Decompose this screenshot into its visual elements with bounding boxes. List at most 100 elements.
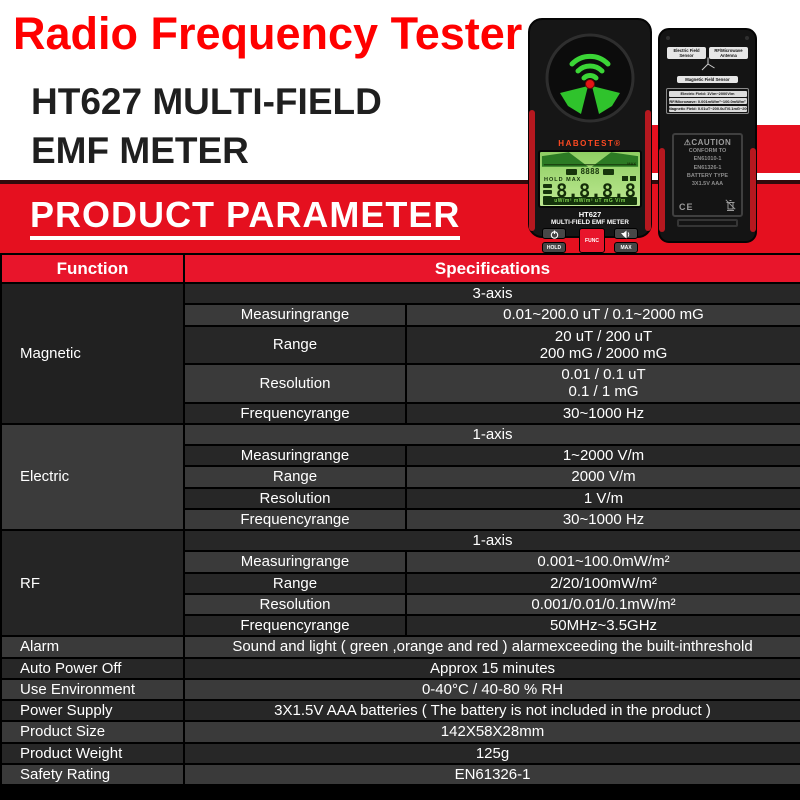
- rf-antenna-label: RF/Microwave Antenna: [709, 47, 748, 60]
- table-row: Product Weight 125g: [0, 741, 800, 765]
- col-header-function: Function: [0, 253, 185, 284]
- table-row: Frequencyrange 30~1000 Hz: [1, 401, 800, 425]
- table-row: Resolution 1 V/m: [1, 486, 800, 510]
- ce-mark: CE: [679, 202, 694, 212]
- battery-door-slot: [677, 219, 738, 227]
- wifi-icon: [569, 53, 611, 81]
- table-row: Measuringrange 1~2000 V/m: [1, 443, 800, 468]
- button-panel: FUNC HOLD MAX: [540, 228, 640, 256]
- caution-line: EN61010-1: [693, 156, 722, 163]
- spec-table-wrap: Function Specifications Magnetic 3-axis …: [0, 253, 800, 800]
- param-cell: Measuringrange: [183, 303, 407, 327]
- signal-fan-graphics: [541, 152, 639, 167]
- param-cell: Frequencyrange: [183, 613, 407, 638]
- table-row: Power Supply 3X1.5V AAA batteries ( The …: [0, 698, 800, 723]
- row-label-product-size: Product Size: [0, 720, 185, 744]
- param-cell: Frequencyrange: [183, 401, 407, 425]
- table-row: Resolution 0.001/0.01/0.1mW/m²: [1, 592, 800, 617]
- lcd-indicator-pill: [602, 168, 614, 175]
- row-label-safety-rating: Safety Rating: [0, 762, 185, 787]
- value-cell: 0.01~200.0 uT / 0.1~2000 mG: [404, 303, 800, 327]
- value-cell: 50MHz~3.5GHz: [404, 613, 800, 638]
- value-cell: Approx 15 minutes: [182, 656, 800, 680]
- product-name: HT627 MULTI-FIELD EMF METER: [31, 78, 382, 176]
- section-electric: Electric: [0, 422, 185, 532]
- back-spec-magnetic: Magnetic Field: 0.01uT~200.0uT/0.1mG~200…: [668, 105, 747, 112]
- value-cell: 2/20/100mW/m²: [404, 571, 800, 595]
- weee-bin-icon: [725, 199, 736, 211]
- model-number: HT627: [578, 210, 602, 219]
- section-banner-title: PRODUCT PARAMETER: [30, 197, 461, 240]
- sound-button: [614, 228, 638, 239]
- row-label-use-environment: Use Environment: [0, 677, 185, 702]
- row-label-alarm: Alarm: [0, 635, 185, 659]
- screw: [666, 36, 670, 40]
- param-cell: Range: [183, 571, 407, 595]
- product-name-line2: EMF METER: [31, 129, 249, 171]
- caution-title: CAUTION: [691, 138, 732, 147]
- value-cell: 3X1.5V AAA batteries ( The battery is no…: [182, 698, 800, 723]
- row-label-product-weight: Product Weight: [0, 741, 185, 765]
- value-cell: 20 uT / 200 uT 200 mG / 2000 mG: [404, 324, 800, 365]
- radiation-sensor-icon: [545, 33, 635, 123]
- param-cell: Resolution: [183, 486, 407, 510]
- caution-line: 3X1.5V AAA: [691, 181, 724, 187]
- radiation-fan-blades: [560, 86, 620, 114]
- back-spec-box: Electric Field: 1V/m~2000V/m RF/Microwav…: [666, 88, 749, 114]
- row-label-auto-power-off: Auto Power Off: [0, 656, 185, 680]
- emf-meter-front-photo: HABOTEST® MAX 8888 HOLD MAX 8.8.8.8 uW/m…: [528, 18, 652, 253]
- lcd-main-digits: 8.8.8.8: [555, 180, 637, 202]
- caution-line: CONFORM TO: [688, 148, 727, 154]
- section-rf: RF: [0, 528, 185, 638]
- value-cell: 1 V/m: [404, 486, 800, 510]
- value-cell: 0.001/0.01/0.1mW/m²: [404, 592, 800, 617]
- func-button: FUNC: [579, 228, 605, 253]
- table-row: Electric 1-axis: [0, 422, 800, 532]
- value-cell: 0.001~100.0mW/m²: [404, 550, 800, 574]
- table-row: Auto Power Off Approx 15 minutes: [0, 656, 800, 680]
- axis-cell: 1-axis: [182, 528, 800, 553]
- param-cell: Measuringrange: [183, 550, 407, 574]
- col-header-specifications: Specifications: [182, 253, 800, 284]
- value-cell: Sound and light ( green ,orange and red …: [182, 635, 800, 659]
- speaker-mute-icons: [622, 176, 636, 181]
- warning-icon: ⚠: [683, 138, 692, 147]
- red-grip: [659, 148, 665, 232]
- table-row: Range 2000 V/m: [1, 465, 800, 489]
- max-button: MAX: [614, 242, 638, 253]
- lcd-units-band: uW/m² mW/m² uT mG V/m: [543, 197, 637, 205]
- power-icon: [550, 230, 558, 239]
- value-cell: 30~1000 Hz: [404, 401, 800, 425]
- table-row: Range 2/20/100mW/m²: [1, 571, 800, 595]
- magnetic-sensor-label: Magnetic Field Sensor: [677, 76, 738, 84]
- table-row: Frequencyrange 50MHz~3.5GHz: [1, 613, 800, 638]
- caution-line: BATTERY TYPE: [686, 172, 729, 179]
- emf-meter-back-photo: Electric Field Sensor RF/Microwave Anten…: [658, 28, 757, 243]
- table-row: Resolution 0.01 / 0.1 uT 0.1 / 1 mG: [1, 363, 800, 404]
- table-row: Product Size 142X58X28mm: [0, 720, 800, 744]
- red-grip: [750, 148, 756, 232]
- center-led: [585, 79, 595, 89]
- lcd-display: MAX 8888 HOLD MAX 8.8.8.8 uW/m² mW/m² uT…: [538, 150, 642, 208]
- table-row: Range 20 uT / 200 uT 200 mG / 2000 mG: [1, 324, 800, 365]
- value-cell: 0.01 / 0.1 uT 0.1 / 1 mG: [404, 363, 800, 404]
- param-cell: Range: [183, 465, 407, 489]
- product-name-line1: HT627 MULTI-FIELD: [31, 81, 382, 122]
- table-row: Safety Rating EN61326-1: [0, 762, 800, 787]
- param-cell: Measuringrange: [183, 443, 407, 468]
- param-cell: Frequencyrange: [183, 507, 407, 532]
- table-header-row: Function Specifications: [0, 253, 800, 284]
- value-cell: 142X58X28mm: [182, 720, 800, 744]
- param-cell: Resolution: [183, 592, 407, 617]
- electric-sensor-label: Electric Field Sensor: [667, 47, 706, 60]
- param-cell: Range: [183, 324, 407, 365]
- spec-table: Function Specifications Magnetic 3-axis …: [0, 253, 800, 787]
- table-row: Measuringrange 0.01~200.0 uT / 0.1~2000 …: [1, 303, 800, 327]
- value-cell: 125g: [182, 741, 800, 765]
- lcd-max-scale-label: MAX: [627, 161, 636, 166]
- red-grip: [529, 110, 535, 231]
- back-spec-rf: RF/Microwave: 0.001mW/m²~100.0mW/m²: [668, 98, 747, 104]
- value-cell: 30~1000 Hz: [404, 507, 800, 532]
- lcd-status-text: HOLD MAX: [544, 177, 582, 183]
- page-title: Radio Frequency Tester: [13, 8, 523, 59]
